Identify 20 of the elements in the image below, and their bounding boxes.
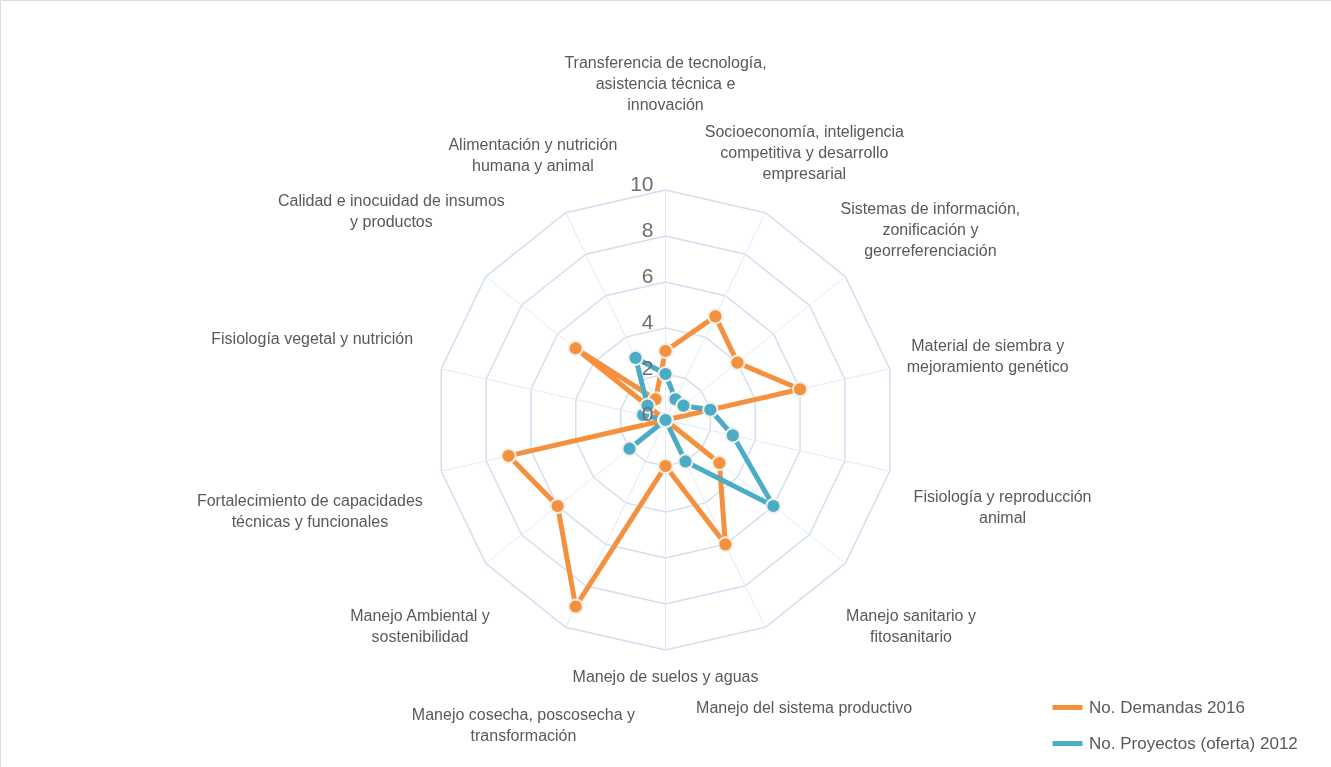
spoke-label: Calidad e inocuidad de insumos y productos (278, 192, 505, 231)
spoke-label: Fisiología vegetal y nutrición (211, 330, 414, 348)
spoke-label: Manejo sanitario y fitosanitario (846, 606, 976, 645)
legend-label: No. Demandas 2016 (1089, 697, 1245, 717)
spoke-label: Fortalecimiento de capacidades técnicas y funcionales (196, 492, 423, 531)
y-tick-label: 10 (630, 172, 654, 195)
y-tick-label: 6 (641, 264, 654, 287)
spoke-label: Manejo de suelos y aguas (572, 667, 759, 685)
legend-label: No. Proyectos (oferta) 2012 (1089, 733, 1298, 753)
spoke-label: Fisiología y reproducción animal (913, 487, 1092, 526)
spoke-label: Material de siembra y mejoramiento genético (906, 337, 1069, 376)
y-tick-label: 8 (641, 218, 654, 241)
spoke-label: Socioeconomía, inteligencia competitiva y desarrollo empresarial (704, 122, 905, 182)
spoke-label: Manejo Ambiental y sostenibilidad (350, 606, 490, 645)
spoke-label: Sistemas de información, zonificación y georreferenciación (840, 199, 1021, 259)
spoke-label: Alimentación y nutrición humana y animal (448, 135, 618, 174)
spoke-label: Transferencia de tecnología, asistencia técnica e innovación (564, 53, 767, 113)
spoke-label: Manejo del sistema productivo (696, 698, 913, 716)
y-tick-label: 4 (641, 310, 654, 333)
spoke-label: Manejo cosecha, poscosecha y transformación (411, 705, 636, 744)
